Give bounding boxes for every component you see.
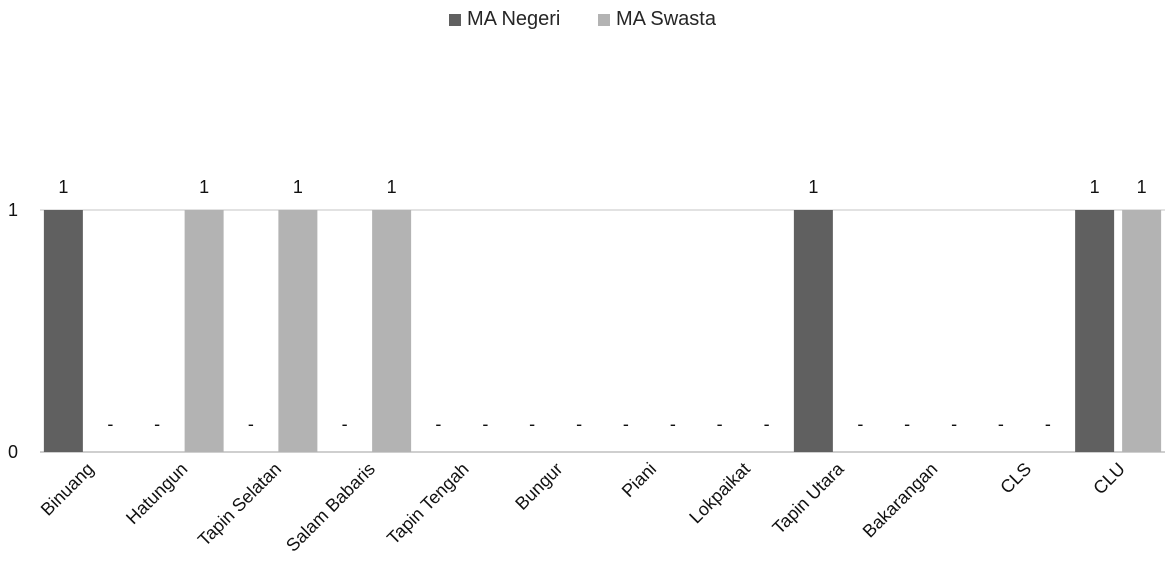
data-label: - — [764, 414, 770, 434]
x-tick-label: Piani — [618, 459, 660, 501]
legend-swatch-ma-swasta — [597, 13, 610, 26]
bar-ma-swasta — [278, 210, 318, 452]
data-label: - — [904, 414, 910, 434]
y-tick-label: 1 — [8, 200, 18, 220]
data-label: - — [1045, 414, 1051, 434]
data-label: - — [576, 414, 582, 434]
data-label: 1 — [293, 177, 303, 197]
data-label: - — [482, 414, 488, 434]
data-label: - — [107, 414, 113, 434]
bar-ma-swasta — [184, 210, 224, 452]
bar-ma-negeri — [43, 210, 83, 452]
data-label: - — [248, 414, 254, 434]
legend-item-ma-negeri: MA Negeri — [449, 8, 560, 31]
legend: MA Negeri MA Swasta — [0, 8, 1165, 32]
data-label: 1 — [58, 177, 68, 197]
x-tick-label: Hatungun — [122, 459, 191, 528]
bar-ma-swasta — [1122, 210, 1162, 452]
data-label: - — [670, 414, 676, 434]
bar-ma-swasta — [372, 210, 412, 452]
x-tick-label: Bungur — [511, 459, 566, 514]
x-tick-label: CLS — [996, 459, 1035, 498]
data-label: 1 — [808, 177, 818, 197]
data-label: 1 — [387, 177, 397, 197]
legend-swatch-ma-negeri — [449, 13, 461, 26]
legend-item-ma-swasta: MA Swasta — [597, 8, 716, 31]
data-label: 1 — [199, 177, 209, 197]
x-tick-label: Salam Babaris — [282, 459, 379, 556]
x-tick-label: Tapin Selatan — [194, 459, 285, 550]
legend-label-ma-negeri: MA Negeri — [467, 8, 561, 30]
bar-ma-negeri — [793, 210, 833, 452]
bar-ma-negeri — [1075, 210, 1115, 452]
data-label: - — [998, 414, 1004, 434]
data-label: 1 — [1090, 177, 1100, 197]
x-tick-label: Bakarangan — [859, 459, 942, 542]
legend-label-ma-swasta: MA Swasta — [615, 8, 716, 30]
data-label: - — [857, 414, 863, 434]
data-label: - — [951, 414, 957, 434]
data-label: - — [529, 414, 535, 434]
x-tick-label: Lokpaikat — [685, 459, 754, 528]
y-tick-label: 0 — [8, 442, 18, 462]
x-tick-label: Tapin Utara — [768, 458, 848, 538]
data-label: - — [435, 414, 441, 434]
data-label: - — [717, 414, 723, 434]
data-label: - — [623, 414, 629, 434]
data-label: 1 — [1137, 177, 1147, 197]
data-label: - — [154, 414, 160, 434]
x-tick-label: CLU — [1089, 459, 1129, 499]
x-tick-label: Binuang — [37, 459, 98, 520]
x-tick-label: Tapin Tengah — [383, 459, 473, 549]
data-label: - — [342, 414, 348, 434]
